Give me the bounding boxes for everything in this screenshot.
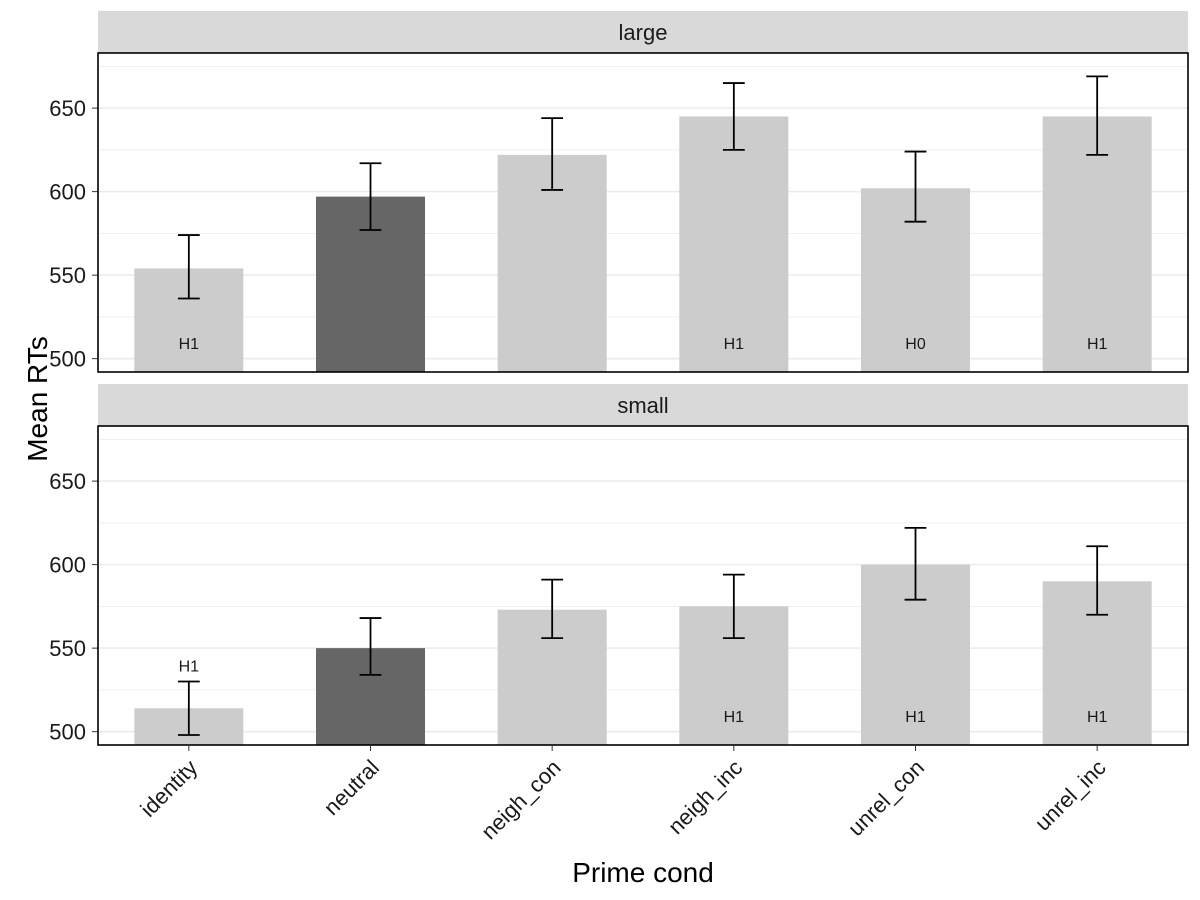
- hypothesis-label: H1: [724, 336, 745, 353]
- x-tick-label: identity: [135, 755, 202, 822]
- y-tick-label: 600: [49, 180, 86, 205]
- x-tick-label: unrel_inc: [1030, 755, 1111, 836]
- hypothesis-label: H1: [1087, 709, 1108, 726]
- hypothesis-label: H1: [179, 336, 200, 353]
- hypothesis-label: H1: [905, 709, 926, 726]
- facet-strip: [98, 11, 1188, 53]
- panel-border: [97, 52, 1189, 373]
- y-axis-title: Mean RTs: [22, 336, 53, 462]
- x-tick-label: neutral: [319, 755, 384, 820]
- y-tick-label: 550: [49, 636, 86, 661]
- x-tick-label: neigh_inc: [663, 755, 747, 839]
- panel-background: [98, 53, 1188, 372]
- y-tick-label: 650: [49, 96, 86, 121]
- y-tick-label: 650: [49, 469, 86, 494]
- facet-strip-label: small: [617, 393, 668, 418]
- bar: [679, 116, 789, 372]
- facet-strip-label: large: [619, 20, 668, 45]
- panel-background: [98, 426, 1188, 745]
- y-tick-label: 500: [49, 720, 86, 745]
- y-tick-label: 600: [49, 553, 86, 578]
- hypothesis-label: H1: [1087, 336, 1108, 353]
- y-tick-label: 500: [49, 347, 86, 372]
- hypothesis-label: H0: [905, 336, 926, 353]
- x-axis-title: Prime cond: [572, 857, 714, 888]
- x-tick-label: unrel_con: [843, 755, 929, 841]
- x-tick-label: neigh_con: [476, 755, 565, 844]
- hypothesis-label: H1: [724, 709, 745, 726]
- y-tick-label: 550: [49, 263, 86, 288]
- bar: [1042, 116, 1152, 372]
- facet-strip: [98, 384, 1188, 426]
- hypothesis-label: H1: [179, 659, 200, 676]
- panel-border: [97, 425, 1189, 746]
- bar: [497, 154, 607, 372]
